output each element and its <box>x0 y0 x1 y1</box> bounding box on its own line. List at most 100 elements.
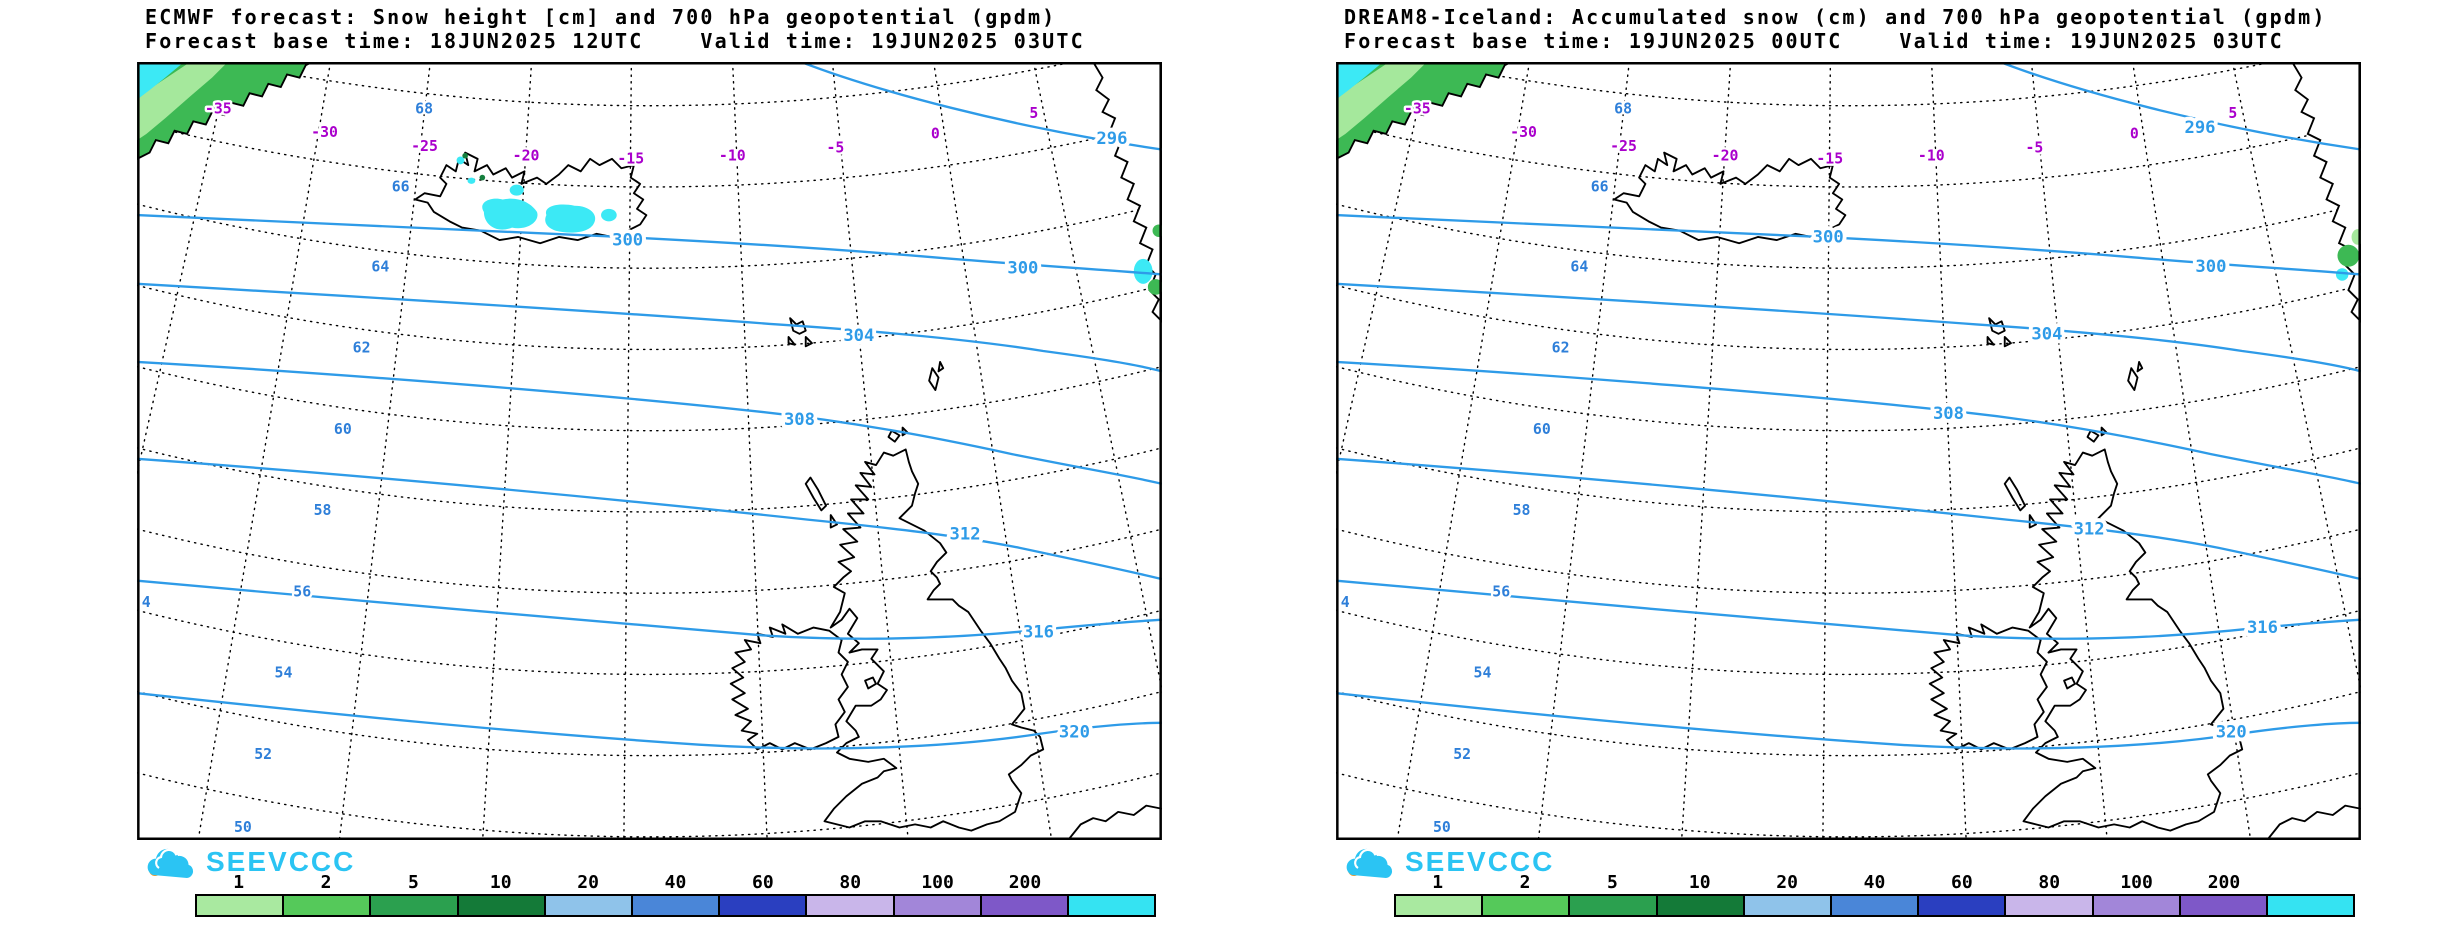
colorbar-labels: 1 2 5 10 20 40 60 80 100 200 <box>195 872 1156 893</box>
panel-subtitle: Forecast base time: 19JUN2025 00UTC Vali… <box>1344 29 2284 53</box>
meridian-line <box>2030 62 2108 840</box>
coastlines <box>1613 151 2361 840</box>
meridian-line <box>1396 62 1531 840</box>
longitude-labels: -35 -30 -25 -20 -15 -10 -5 0 5 <box>203 98 1041 170</box>
latitude-label: 62 <box>353 340 371 357</box>
parallel-line <box>137 447 1162 513</box>
coastline-britain <box>823 448 1045 832</box>
colorbar-segment <box>2004 896 2092 915</box>
snow-patch <box>1147 279 1162 295</box>
snow-patch <box>2335 268 2349 281</box>
latitude-label: 50 <box>1433 819 1451 836</box>
map-border <box>137 62 1162 840</box>
parallel-line <box>1421 62 2276 107</box>
longitude-label: 0 <box>931 126 940 143</box>
graticule <box>137 62 1162 840</box>
parallel-line <box>1336 284 2361 351</box>
longitude-label: -20 <box>513 147 540 164</box>
longitude-label: -10 <box>1918 147 1945 164</box>
contour-label: 312 <box>2074 520 2105 540</box>
latitude-label: 66 <box>1591 179 1609 196</box>
meridian-line <box>1822 62 1832 840</box>
longitude-label: 5 <box>2228 105 2237 122</box>
colorbar-label: 2 <box>320 872 332 893</box>
meridian-line <box>197 62 332 840</box>
longitude-label: -25 <box>1610 138 1637 155</box>
coastline-shetland <box>928 361 945 392</box>
snow-patch <box>137 62 184 100</box>
colorbar-segment <box>1655 896 1743 915</box>
meridian-line <box>623 62 633 840</box>
contour-line <box>1336 282 2361 373</box>
colorbar-label: 200 <box>1008 872 1042 893</box>
colorbar-segment <box>369 896 457 915</box>
contour-line <box>137 457 1162 581</box>
snow-patch <box>601 208 617 222</box>
colorbar-label: 40 <box>1863 872 1886 893</box>
colorbar-label: 20 <box>1776 872 1798 893</box>
meridian-line <box>1680 62 1732 840</box>
contour-label: 304 <box>2031 324 2062 344</box>
logo-cloud-shape <box>1346 848 1393 878</box>
contour-line <box>1997 62 2361 151</box>
coastline-shetland <box>2127 361 2144 392</box>
snow-patch <box>482 198 538 230</box>
parallel-line <box>137 284 1162 351</box>
snow-patch <box>456 156 465 165</box>
coastline-ireland <box>729 623 849 751</box>
panel-subtitle: Forecast base time: 18JUN2025 12UTC Vali… <box>145 29 1085 53</box>
sea-background <box>137 62 1162 840</box>
seevccc-cloud-icon <box>147 848 194 878</box>
colorbar-label: 5 <box>407 872 419 893</box>
colorbar-segment <box>197 896 283 915</box>
latitude-label: 56 <box>1492 583 1510 600</box>
latitude-label: 64 <box>371 258 389 275</box>
latitude-label: 52 <box>254 746 272 763</box>
parallel-line <box>1336 609 2361 676</box>
colorbar-label: 60 <box>752 872 774 893</box>
forecast-map-dream8: 2963003003043083123163206866646260585654… <box>1336 62 2361 840</box>
coastlines <box>414 151 1162 840</box>
contour-label: 308 <box>1933 404 1964 424</box>
colorbar-segment <box>979 896 1067 915</box>
colorbar-segment <box>718 896 806 915</box>
contour-labels: 296 300 300 304 308 312 316 320 <box>608 125 1131 746</box>
longitude-label: -35 <box>205 101 232 118</box>
contour-line <box>137 282 1162 373</box>
latitude-label: 68 <box>415 101 433 118</box>
panel-title: DREAM8-Iceland: Accumulated snow (cm) an… <box>1344 5 2327 29</box>
logo-text: SEEVCCC <box>206 846 356 877</box>
parallel-line <box>137 609 1162 676</box>
contour-label: 320 <box>1059 723 1090 743</box>
latitude-label: 52 <box>1453 746 1471 763</box>
contour-line <box>1336 691 2361 750</box>
longitude-label: 0 <box>2130 126 2139 143</box>
meridian-line <box>2231 62 2361 694</box>
contour-line <box>798 62 1162 151</box>
contour-line <box>137 360 1162 485</box>
contour-line <box>137 213 1162 276</box>
panel-dream8: DREAM8-Iceland: Accumulated snow (cm) an… <box>1336 0 2361 925</box>
longitude-label: -30 <box>1510 124 1537 141</box>
colorbar-segment <box>543 896 631 915</box>
longitude-label: -15 <box>617 151 644 168</box>
coastline-norway <box>2291 62 2361 323</box>
meridian-line <box>831 62 909 840</box>
meridian-line <box>338 62 432 840</box>
longitude-label: -25 <box>411 138 438 155</box>
logo-cloud-highlight <box>1354 848 1377 869</box>
meridian-line <box>1336 62 1429 477</box>
contour-line <box>1336 579 2361 640</box>
coastline-man <box>864 676 877 690</box>
snow-patch <box>1133 258 1153 284</box>
contour-label: 300 <box>1813 227 1844 247</box>
iceland-snow-group <box>456 152 617 233</box>
snow-patch <box>2337 244 2360 267</box>
graticule <box>1336 62 2361 840</box>
colorbar-label: 1 <box>233 872 245 893</box>
colorbar-label: 2 <box>1519 872 1531 893</box>
colorbar-segment <box>1917 896 2005 915</box>
contour-label: 316 <box>1023 623 1054 643</box>
colorbar-label: 80 <box>839 872 862 893</box>
